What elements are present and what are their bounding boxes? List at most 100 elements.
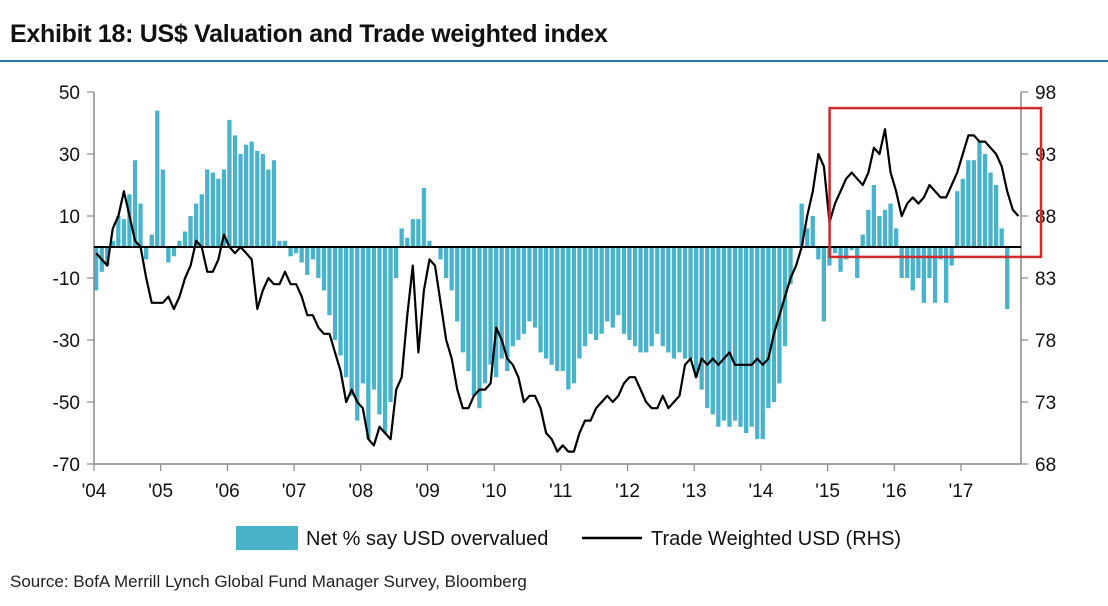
bar: [388, 247, 393, 402]
x-tick-label: '14: [749, 481, 774, 502]
bar: [244, 144, 249, 247]
bar: [844, 247, 849, 260]
bar: [494, 247, 499, 378]
bar: [988, 172, 993, 247]
bar: [360, 247, 365, 384]
x-tick-label: '10: [482, 481, 507, 502]
bar: [971, 160, 976, 247]
left-tick-label: 50: [59, 83, 80, 104]
bar: [682, 247, 688, 359]
bar: [688, 247, 693, 359]
legend-bar-swatch: [236, 526, 298, 550]
bar: [677, 247, 682, 353]
bar: [938, 247, 943, 260]
bar: [455, 247, 460, 322]
bar: [405, 237, 410, 247]
bar: [121, 219, 127, 247]
bar: [144, 247, 149, 260]
x-tick-label: '09: [415, 481, 440, 502]
x-tick-label: '11: [549, 481, 572, 502]
bar: [510, 247, 515, 347]
bar: [627, 247, 632, 340]
bar: [332, 247, 338, 340]
line-group: [95, 128, 1020, 453]
left-tick-label: -30: [53, 331, 80, 352]
bar: [616, 247, 621, 316]
bar: [521, 247, 527, 334]
bar: [877, 216, 882, 247]
bar: [582, 247, 588, 347]
bar: [171, 247, 177, 257]
bar: [799, 203, 804, 247]
bar: [499, 247, 504, 359]
bar: [482, 247, 488, 384]
x-tick-label: '06: [215, 481, 240, 502]
bar: [532, 247, 538, 328]
bar: [94, 247, 99, 291]
bar: [705, 247, 710, 409]
bar: [788, 247, 793, 285]
bar: [466, 247, 471, 371]
bar: [460, 247, 465, 353]
bar: [649, 247, 654, 347]
right-tick-label: 73: [1035, 393, 1056, 414]
bar: [638, 247, 643, 353]
bar: [955, 191, 960, 247]
bar: [727, 247, 732, 427]
bar: [271, 160, 277, 247]
x-tick-label: '08: [348, 481, 373, 502]
bar: [305, 247, 310, 275]
bar: [960, 178, 965, 247]
bar: [410, 219, 415, 247]
bar: [166, 247, 171, 263]
bar: [821, 247, 826, 322]
bar: [188, 216, 193, 247]
right-tick-label: 93: [1035, 145, 1056, 166]
bar: [749, 247, 754, 427]
left-tick-label: 10: [59, 207, 80, 228]
bar: [444, 247, 449, 278]
bar: [371, 247, 377, 390]
bar: [632, 247, 638, 347]
bar: [871, 185, 876, 247]
bar: [910, 247, 915, 291]
x-tick-label: '15: [815, 481, 840, 502]
bar: [310, 247, 315, 260]
bar: [805, 228, 810, 247]
bar: [721, 247, 727, 421]
bar: [227, 119, 232, 247]
bar: [538, 247, 543, 353]
highlight-group: [828, 106, 1043, 259]
bar: [149, 234, 154, 247]
bar: [755, 247, 760, 440]
legend-line-label: Trade Weighted USD (RHS): [651, 528, 901, 550]
bar: [571, 247, 577, 384]
bar: [982, 154, 988, 247]
bar: [477, 247, 482, 409]
bar: [338, 247, 343, 356]
trade-weighted-line: [95, 128, 1020, 453]
bar: [916, 247, 921, 278]
bar: [255, 150, 260, 247]
chart-title: Exhibit 18: US$ Valuation and Trade weig…: [10, 20, 608, 48]
bar: [888, 203, 893, 247]
bar: [966, 160, 971, 247]
bar: [549, 247, 554, 365]
bar: [555, 247, 560, 371]
bar: [605, 247, 610, 322]
bar: [527, 247, 532, 322]
bar: [849, 247, 854, 251]
legend: Net % say USD overvalued Trade Weighted U…: [236, 526, 901, 550]
bar: [260, 154, 265, 247]
legend-bar-label: Net % say USD overvalued: [306, 528, 548, 550]
bar: [382, 247, 388, 433]
x-tick-label: '12: [615, 481, 640, 502]
bar: [560, 247, 565, 371]
bar: [488, 247, 493, 365]
bar: [932, 247, 938, 303]
bar: [377, 247, 382, 415]
bar: [132, 160, 138, 247]
bar: [216, 178, 221, 247]
bar: [566, 247, 571, 390]
right-tick-label: 88: [1035, 207, 1056, 228]
